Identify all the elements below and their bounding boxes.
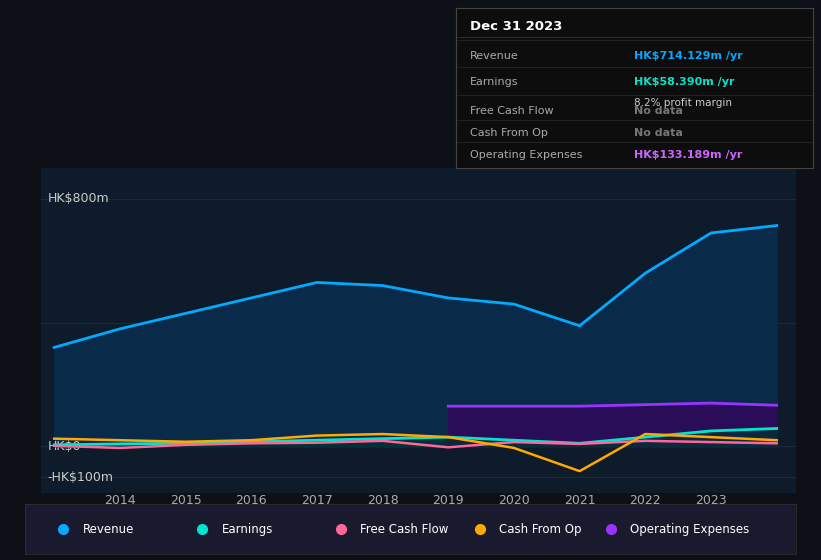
Text: 2021: 2021 <box>564 494 595 507</box>
Text: 2019: 2019 <box>433 494 464 507</box>
Text: No data: No data <box>635 105 683 115</box>
Text: 2020: 2020 <box>498 494 530 507</box>
Text: 2017: 2017 <box>301 494 333 507</box>
Text: Cash From Op: Cash From Op <box>499 522 582 536</box>
Text: Revenue: Revenue <box>83 522 134 536</box>
Text: HK$133.189m /yr: HK$133.189m /yr <box>635 150 743 160</box>
Text: Cash From Op: Cash From Op <box>470 128 548 138</box>
Text: Operating Expenses: Operating Expenses <box>470 150 582 160</box>
Text: 2018: 2018 <box>367 494 398 507</box>
Text: 2023: 2023 <box>695 494 727 507</box>
Text: No data: No data <box>635 128 683 138</box>
Text: 2016: 2016 <box>236 494 267 507</box>
Text: Operating Expenses: Operating Expenses <box>631 522 750 536</box>
Text: Free Cash Flow: Free Cash Flow <box>470 105 553 115</box>
Text: Earnings: Earnings <box>470 77 518 87</box>
Text: Earnings: Earnings <box>222 522 273 536</box>
Text: Free Cash Flow: Free Cash Flow <box>360 522 449 536</box>
Text: HK$0: HK$0 <box>48 440 81 453</box>
Text: -HK$100m: -HK$100m <box>48 471 113 484</box>
Text: 2015: 2015 <box>170 494 201 507</box>
Text: Revenue: Revenue <box>470 52 519 61</box>
Text: Dec 31 2023: Dec 31 2023 <box>470 20 562 32</box>
Text: HK$714.129m /yr: HK$714.129m /yr <box>635 52 743 61</box>
Text: 8.2% profit margin: 8.2% profit margin <box>635 97 732 108</box>
Text: HK$800m: HK$800m <box>48 193 109 206</box>
Text: HK$58.390m /yr: HK$58.390m /yr <box>635 77 735 87</box>
Text: 2014: 2014 <box>104 494 135 507</box>
Text: 2022: 2022 <box>630 494 661 507</box>
